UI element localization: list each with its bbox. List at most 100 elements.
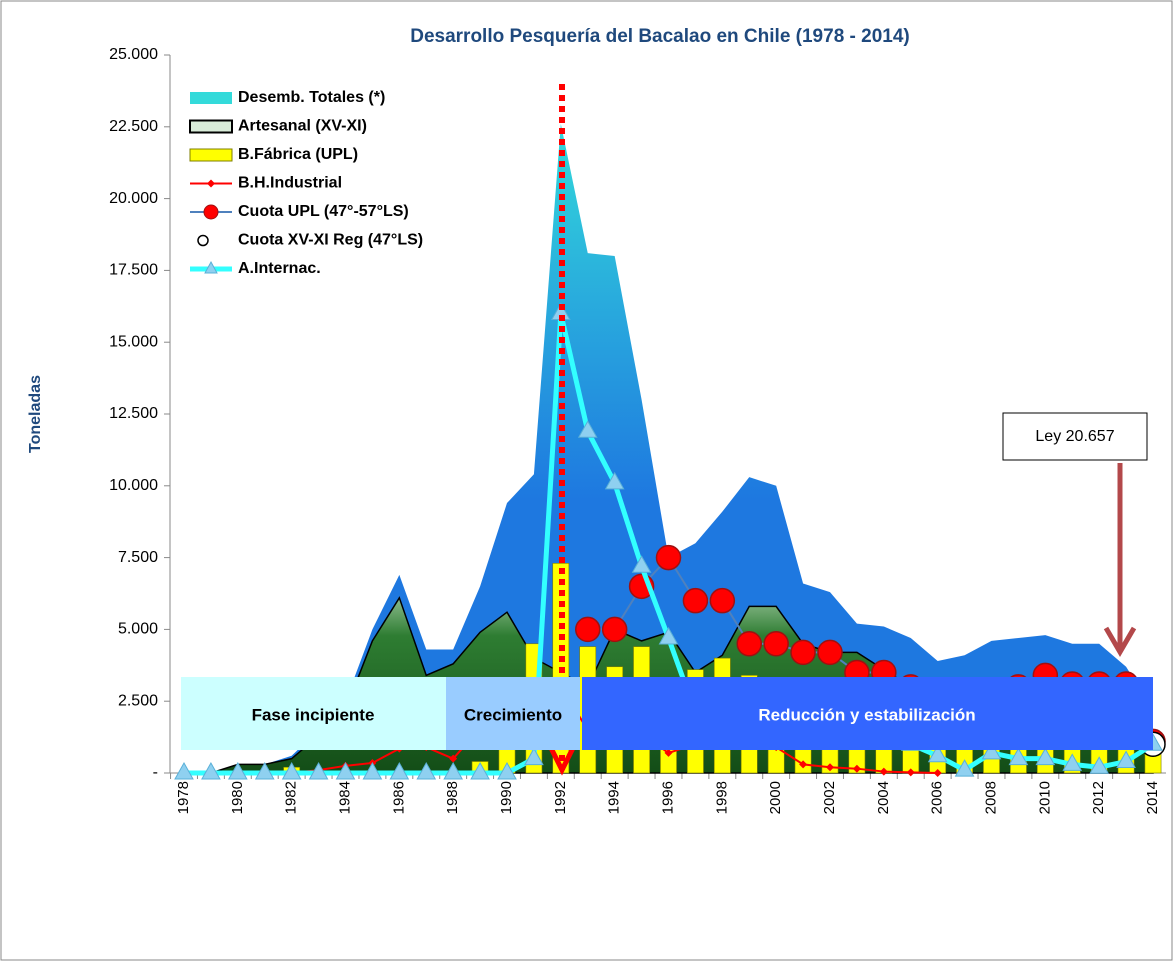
annotation-arrow — [1103, 626, 1137, 657]
y-tick-label: 20.000 — [109, 190, 158, 207]
marker — [655, 544, 682, 571]
marker — [1035, 747, 1056, 766]
marker — [736, 631, 762, 657]
marker — [954, 759, 975, 777]
y-tick-label: 15.000 — [109, 333, 158, 350]
x-tick-label: 1986 — [390, 781, 407, 814]
marker — [817, 639, 843, 666]
y-axis-label: Toneladas — [27, 375, 44, 453]
marker — [1008, 747, 1029, 766]
marker — [497, 761, 517, 780]
y-tick-label: 25.000 — [109, 46, 158, 63]
legend-label: A.Internac. — [238, 260, 321, 277]
x-tick-label: 2004 — [875, 781, 892, 814]
x-tick-label: 1984 — [336, 781, 353, 814]
marker — [879, 767, 888, 776]
x-tick-label: 1998 — [713, 781, 730, 814]
marker — [927, 744, 948, 763]
x-tick-label: 2000 — [767, 781, 784, 814]
x-tick-label: 2014 — [1144, 781, 1161, 814]
marker — [1062, 753, 1083, 771]
marker — [308, 761, 329, 780]
marker — [174, 761, 194, 780]
x-tick-label: 2010 — [1036, 781, 1053, 814]
phase-box — [582, 677, 1153, 750]
y-tick-label: 22.500 — [109, 118, 158, 135]
x-tick-label: 1994 — [606, 781, 623, 814]
x-tick-label: 1990 — [498, 781, 515, 814]
marker — [416, 761, 437, 780]
marker — [362, 761, 383, 780]
legend-swatch — [204, 260, 218, 274]
marker — [763, 631, 789, 657]
marker — [577, 420, 598, 438]
legend-swatch — [189, 119, 233, 134]
marker — [906, 768, 915, 777]
marker — [443, 761, 464, 780]
marker — [799, 760, 808, 769]
marker — [227, 761, 248, 780]
y-tick-label: 12.500 — [109, 405, 158, 422]
marker — [601, 616, 628, 643]
x-tick-label: 1992 — [552, 781, 569, 814]
marker — [933, 769, 942, 777]
x-tick-label: 2008 — [982, 781, 999, 814]
phase-box — [446, 677, 580, 750]
marker — [254, 761, 275, 780]
annotation: Ley 20.657 — [1035, 428, 1114, 445]
marker — [682, 587, 709, 614]
x-tick-label: 2002 — [821, 781, 838, 814]
marker — [790, 639, 816, 666]
x-tick-label: 1988 — [444, 781, 461, 814]
phase-label: Reducción y estabilización — [758, 705, 975, 724]
marker — [709, 587, 736, 614]
x-tick-label: 1996 — [659, 781, 676, 814]
marker — [335, 761, 356, 780]
x-tick-label: 2012 — [1090, 781, 1107, 814]
y-tick-label: 10.000 — [109, 477, 158, 494]
marker — [981, 741, 1002, 760]
marker — [852, 764, 861, 773]
marker — [449, 754, 458, 763]
reference-arrow — [545, 740, 579, 776]
x-tick-label: 1980 — [229, 781, 246, 814]
annotation-box — [1002, 412, 1148, 461]
phase-box — [181, 677, 446, 750]
legend-label: B.Fábrica (UPL) — [238, 146, 358, 163]
phase-label: Crecimiento — [464, 705, 562, 724]
marker — [389, 761, 410, 780]
phase-label: Fase incipiente — [252, 705, 375, 724]
y-tick-label: 2.500 — [118, 692, 158, 709]
marker — [604, 471, 625, 490]
legend-swatch — [190, 92, 232, 104]
marker — [658, 626, 679, 645]
chart-title: Desarrollo Pesquería del Bacalao en Chil… — [410, 26, 910, 47]
marker — [664, 748, 673, 757]
marker — [1089, 756, 1110, 774]
marker — [201, 761, 221, 780]
legend-label: B.H.Industrial — [238, 175, 342, 192]
legend-swatch — [197, 234, 209, 247]
y-tick-label: - — [153, 764, 158, 781]
x-tick-label: 1982 — [283, 781, 300, 814]
legend-label: Cuota XV-XI Reg (47°LS) — [238, 232, 423, 249]
marker — [524, 747, 544, 766]
marker — [1116, 750, 1136, 769]
legend-label: Cuota UPL (47°-57°LS) — [238, 203, 409, 220]
marker — [631, 555, 652, 573]
legend: Desemb. Totales (*) Artesanal (XV-XI) B.Fá… — [189, 89, 423, 277]
legend-label: Desemb. Totales (*) — [238, 89, 385, 106]
legend-swatch — [189, 148, 233, 162]
x-tick-label: 1978 — [175, 781, 192, 814]
y-tick-label: 5.000 — [118, 621, 158, 638]
x-tick-label: 2006 — [929, 781, 946, 814]
legend-swatch — [207, 179, 215, 188]
marker — [281, 761, 302, 780]
marker — [575, 616, 601, 643]
y-tick-label: 17.500 — [109, 262, 158, 279]
legend-label: Artesanal (XV-XI) — [238, 118, 367, 135]
marker — [470, 761, 490, 780]
marker — [826, 763, 834, 772]
legend-swatch — [203, 204, 219, 220]
